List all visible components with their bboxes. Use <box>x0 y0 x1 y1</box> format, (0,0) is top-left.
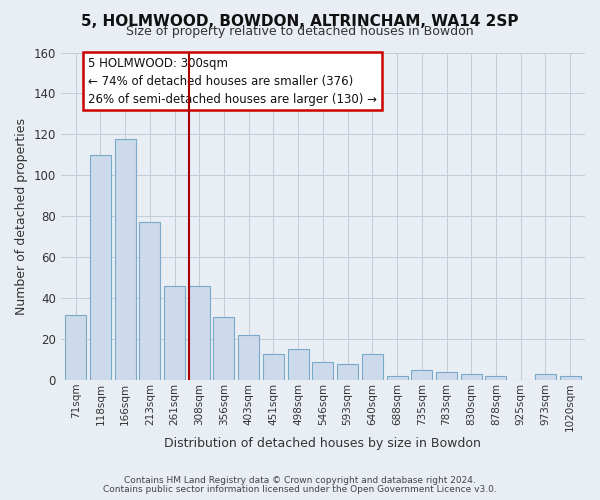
Text: Contains public sector information licensed under the Open Government Licence v3: Contains public sector information licen… <box>103 485 497 494</box>
Text: Size of property relative to detached houses in Bowdon: Size of property relative to detached ho… <box>126 25 474 38</box>
Text: Contains HM Land Registry data © Crown copyright and database right 2024.: Contains HM Land Registry data © Crown c… <box>124 476 476 485</box>
Bar <box>164 286 185 380</box>
Bar <box>411 370 433 380</box>
Bar <box>485 376 506 380</box>
Bar <box>115 138 136 380</box>
Text: 5, HOLMWOOD, BOWDON, ALTRINCHAM, WA14 2SP: 5, HOLMWOOD, BOWDON, ALTRINCHAM, WA14 2S… <box>81 14 519 29</box>
Bar <box>535 374 556 380</box>
Bar <box>436 372 457 380</box>
Bar <box>313 362 334 380</box>
Bar <box>337 364 358 380</box>
Bar <box>238 335 259 380</box>
Bar <box>560 376 581 380</box>
Bar <box>65 314 86 380</box>
Bar <box>461 374 482 380</box>
Bar <box>90 155 111 380</box>
X-axis label: Distribution of detached houses by size in Bowdon: Distribution of detached houses by size … <box>164 437 481 450</box>
Bar <box>214 316 235 380</box>
Bar <box>287 350 308 380</box>
Bar <box>362 354 383 380</box>
Bar <box>263 354 284 380</box>
Bar <box>386 376 407 380</box>
Y-axis label: Number of detached properties: Number of detached properties <box>15 118 28 315</box>
Text: 5 HOLMWOOD: 300sqm
← 74% of detached houses are smaller (376)
26% of semi-detach: 5 HOLMWOOD: 300sqm ← 74% of detached hou… <box>88 56 377 106</box>
Bar <box>139 222 160 380</box>
Bar <box>189 286 210 380</box>
